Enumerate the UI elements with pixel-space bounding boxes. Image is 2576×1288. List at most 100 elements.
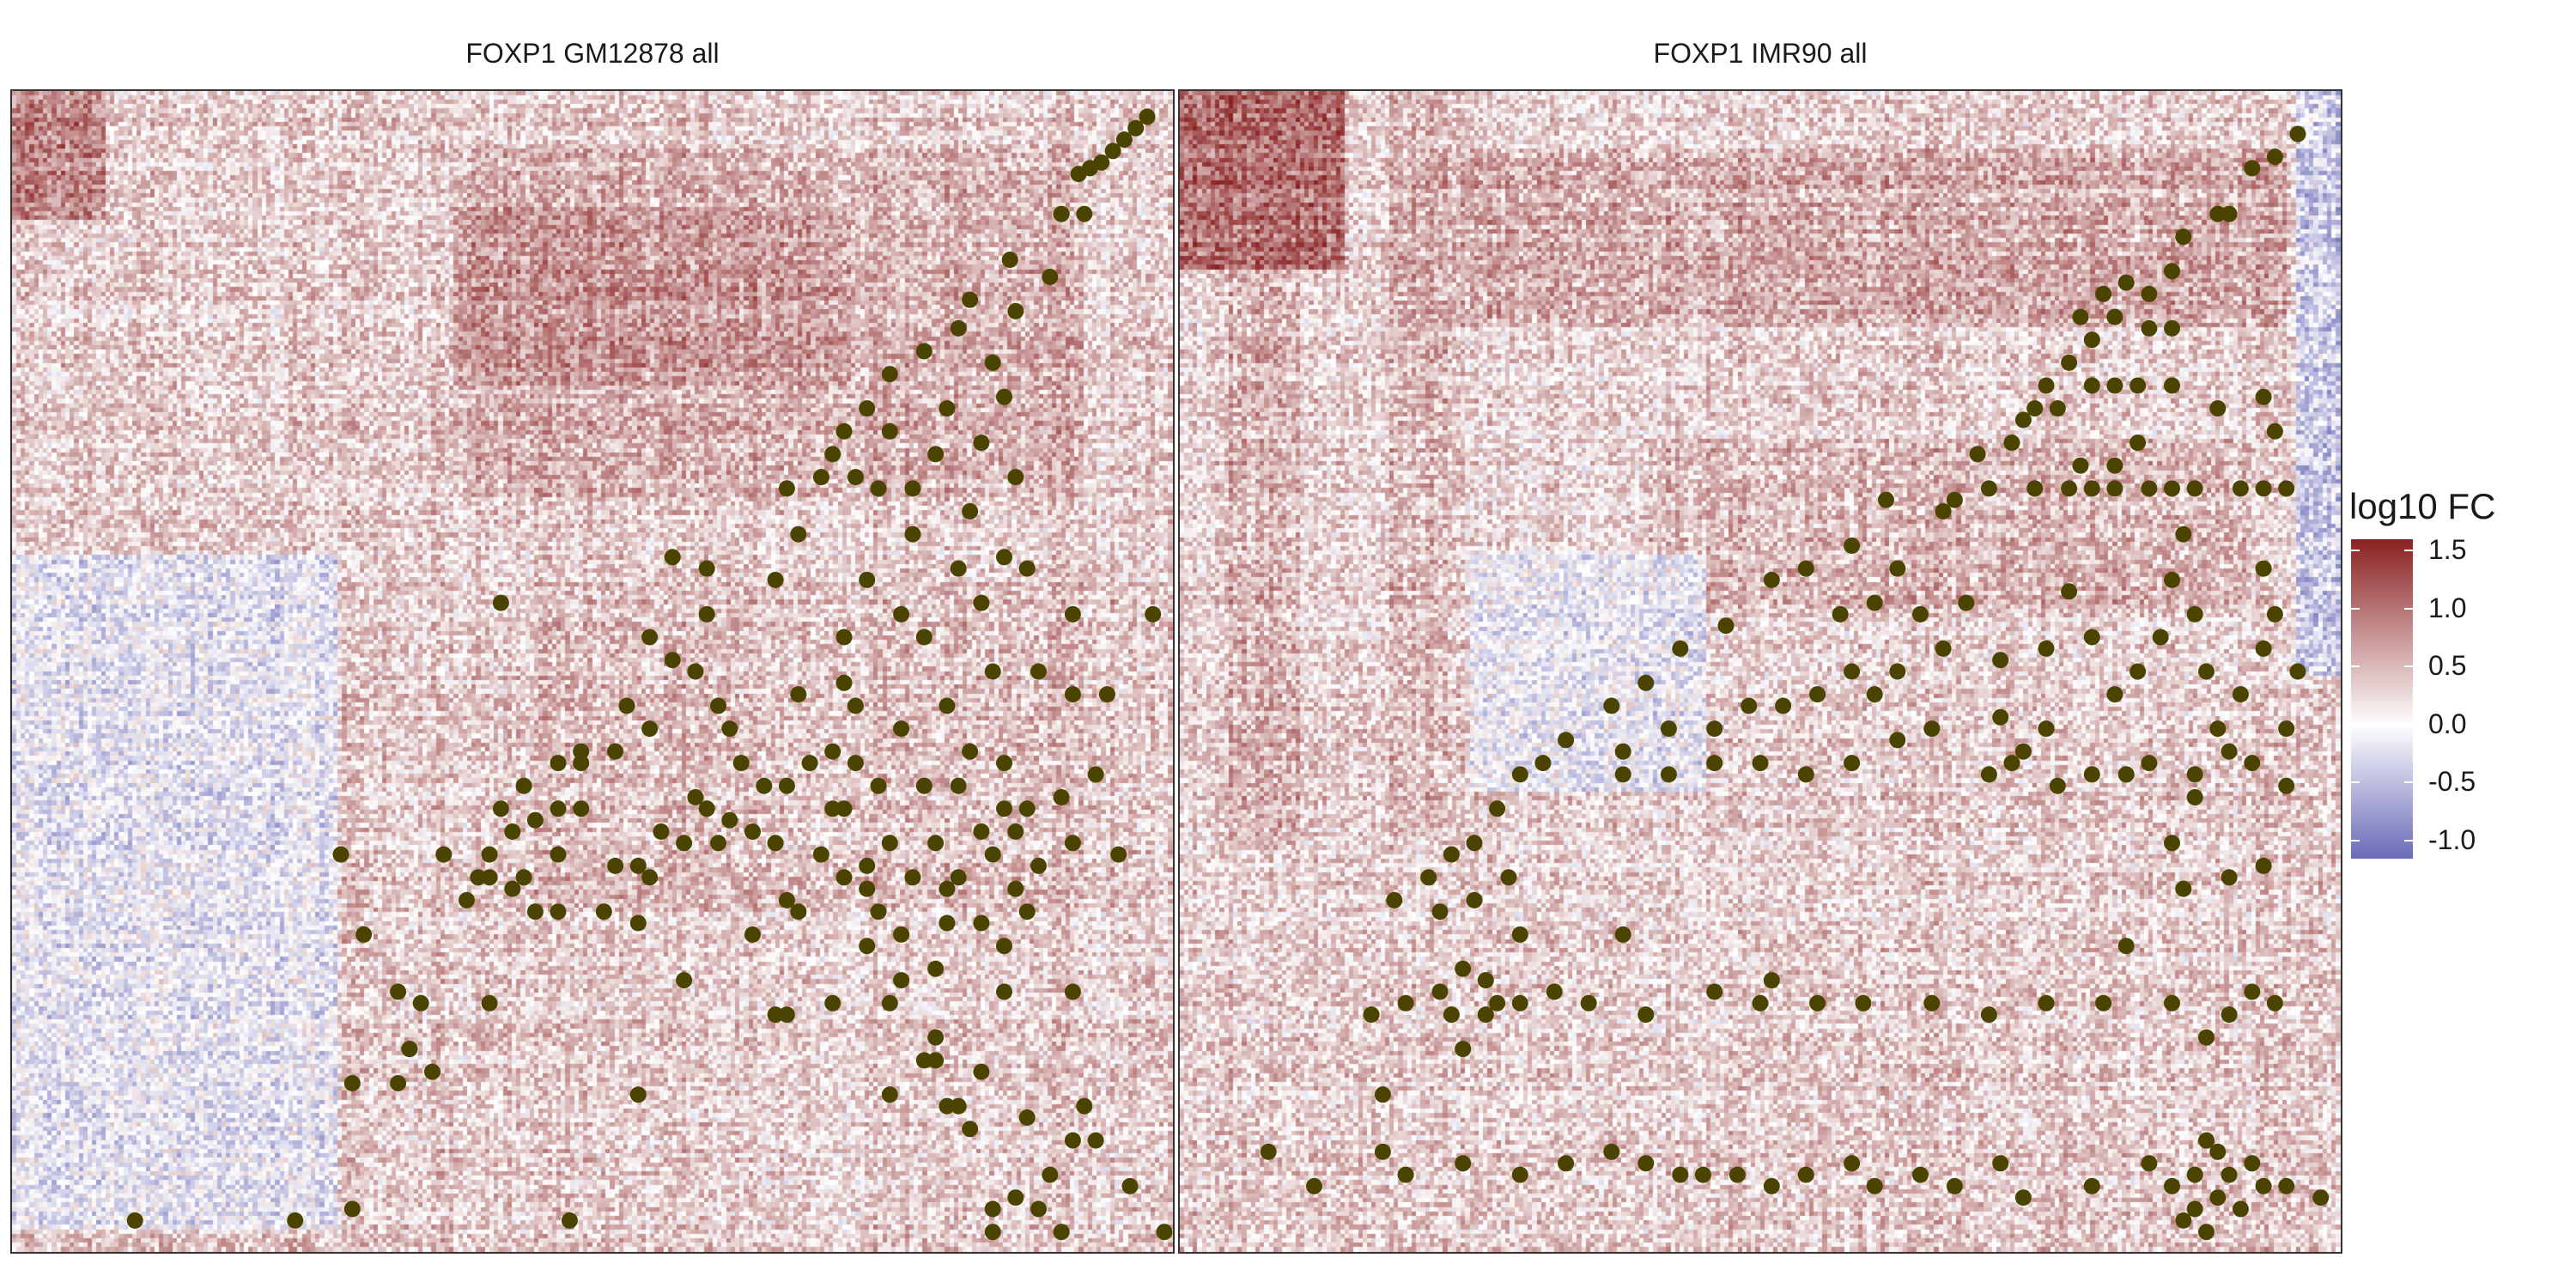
interaction-point xyxy=(2244,755,2261,772)
interaction-point xyxy=(1420,869,1437,886)
interaction-point xyxy=(1603,697,1620,714)
interaction-point xyxy=(2106,686,2123,703)
interaction-point xyxy=(996,388,1012,405)
interaction-point xyxy=(2244,1155,2261,1172)
interaction-point xyxy=(687,789,704,805)
interaction-point xyxy=(973,594,990,611)
interaction-point xyxy=(1923,720,1941,738)
interaction-point xyxy=(1053,1224,1070,1241)
interaction-point xyxy=(629,914,647,932)
interaction-point xyxy=(1717,617,1735,635)
interaction-point xyxy=(939,880,956,897)
interaction-point xyxy=(962,503,979,519)
interaction-point xyxy=(1386,891,1403,908)
interaction-point xyxy=(2255,560,2272,577)
interaction-point xyxy=(1980,766,1997,783)
interaction-point xyxy=(2117,274,2135,291)
interaction-point xyxy=(2221,1166,2238,1183)
interaction-point xyxy=(904,869,921,886)
interaction-point xyxy=(2038,994,2055,1012)
interaction-point xyxy=(2266,422,2283,440)
interaction-point xyxy=(1121,1177,1139,1194)
interaction-point xyxy=(767,835,784,852)
interaction-point xyxy=(1397,994,1414,1012)
interaction-point xyxy=(1672,1166,1689,1183)
interaction-point xyxy=(835,422,853,440)
interaction-point xyxy=(2014,411,2032,428)
interaction-point xyxy=(950,869,967,886)
interaction-point xyxy=(1832,605,1849,623)
interaction-point xyxy=(1706,720,1723,738)
interaction-point xyxy=(2117,938,2135,955)
interaction-point xyxy=(996,755,1012,772)
interaction-point xyxy=(2289,125,2306,143)
interaction-point xyxy=(881,835,898,852)
interaction-point xyxy=(390,1075,407,1091)
interaction-point xyxy=(1064,686,1081,703)
interaction-point xyxy=(481,846,498,863)
interaction-point xyxy=(893,926,910,943)
interaction-point xyxy=(1477,1006,1494,1024)
interaction-point xyxy=(732,755,750,772)
interaction-point xyxy=(2175,1212,2192,1229)
panel-title-gm12878: FOXP1 GM12878 all xyxy=(465,38,720,69)
interaction-point xyxy=(1030,1200,1047,1218)
interaction-point xyxy=(2106,457,2123,474)
interaction-point xyxy=(698,800,715,817)
interaction-point xyxy=(2014,1189,2032,1206)
interaction-point xyxy=(2026,400,2044,417)
interaction-point xyxy=(950,319,967,337)
interaction-point xyxy=(1889,663,1906,680)
interaction-point xyxy=(1844,663,1861,680)
heatmap-panel-imr90 xyxy=(1178,89,2342,1254)
interaction-point xyxy=(996,938,1012,955)
interaction-point xyxy=(801,755,818,772)
interaction-point xyxy=(1980,1006,1997,1024)
interaction-point xyxy=(2129,434,2147,452)
interaction-point xyxy=(287,1212,304,1229)
interaction-point xyxy=(2175,880,2192,897)
interaction-point xyxy=(435,846,453,863)
interaction-point xyxy=(2141,285,2158,302)
interaction-point xyxy=(1145,605,1162,623)
interaction-point xyxy=(2209,1143,2227,1160)
interaction-point xyxy=(2106,308,2123,325)
interaction-point xyxy=(881,994,898,1012)
interaction-point xyxy=(2026,480,2044,497)
interaction-point xyxy=(710,697,726,714)
interaction-point xyxy=(847,755,864,772)
interaction-point xyxy=(526,903,544,920)
interaction-point xyxy=(2266,994,2283,1012)
interaction-point xyxy=(1076,205,1093,222)
interaction-point xyxy=(2278,720,2295,738)
legend-tick-mark xyxy=(2351,665,2360,668)
interaction-point xyxy=(1489,800,1506,817)
legend-tick-mark xyxy=(2404,723,2413,726)
interaction-point xyxy=(1053,789,1070,805)
interaction-point xyxy=(2164,377,2180,394)
interaction-point xyxy=(1127,119,1145,137)
interaction-point xyxy=(893,972,910,989)
interaction-point xyxy=(915,343,933,360)
interaction-point xyxy=(2255,640,2272,657)
interaction-point xyxy=(1455,1155,1472,1172)
interaction-point xyxy=(2164,835,2180,852)
interaction-point xyxy=(676,835,693,852)
interaction-point xyxy=(939,914,956,932)
interaction-point xyxy=(824,743,841,760)
interaction-point xyxy=(1946,491,1963,508)
interaction-point xyxy=(939,1097,956,1115)
interaction-point xyxy=(939,697,956,714)
interaction-point xyxy=(870,777,887,794)
interaction-point xyxy=(1007,469,1024,486)
interaction-point xyxy=(812,469,829,486)
interaction-point xyxy=(1431,983,1449,1000)
interaction-point xyxy=(1866,594,1883,611)
interaction-point xyxy=(2221,205,2238,222)
interaction-point xyxy=(1053,205,1070,222)
heatmap-cells-gm12878 xyxy=(12,91,1173,1252)
interaction-point xyxy=(2186,766,2203,783)
interaction-point xyxy=(1374,1086,1391,1103)
interaction-point xyxy=(973,1063,990,1080)
legend-tick-label: 1.5 xyxy=(2428,534,2467,566)
